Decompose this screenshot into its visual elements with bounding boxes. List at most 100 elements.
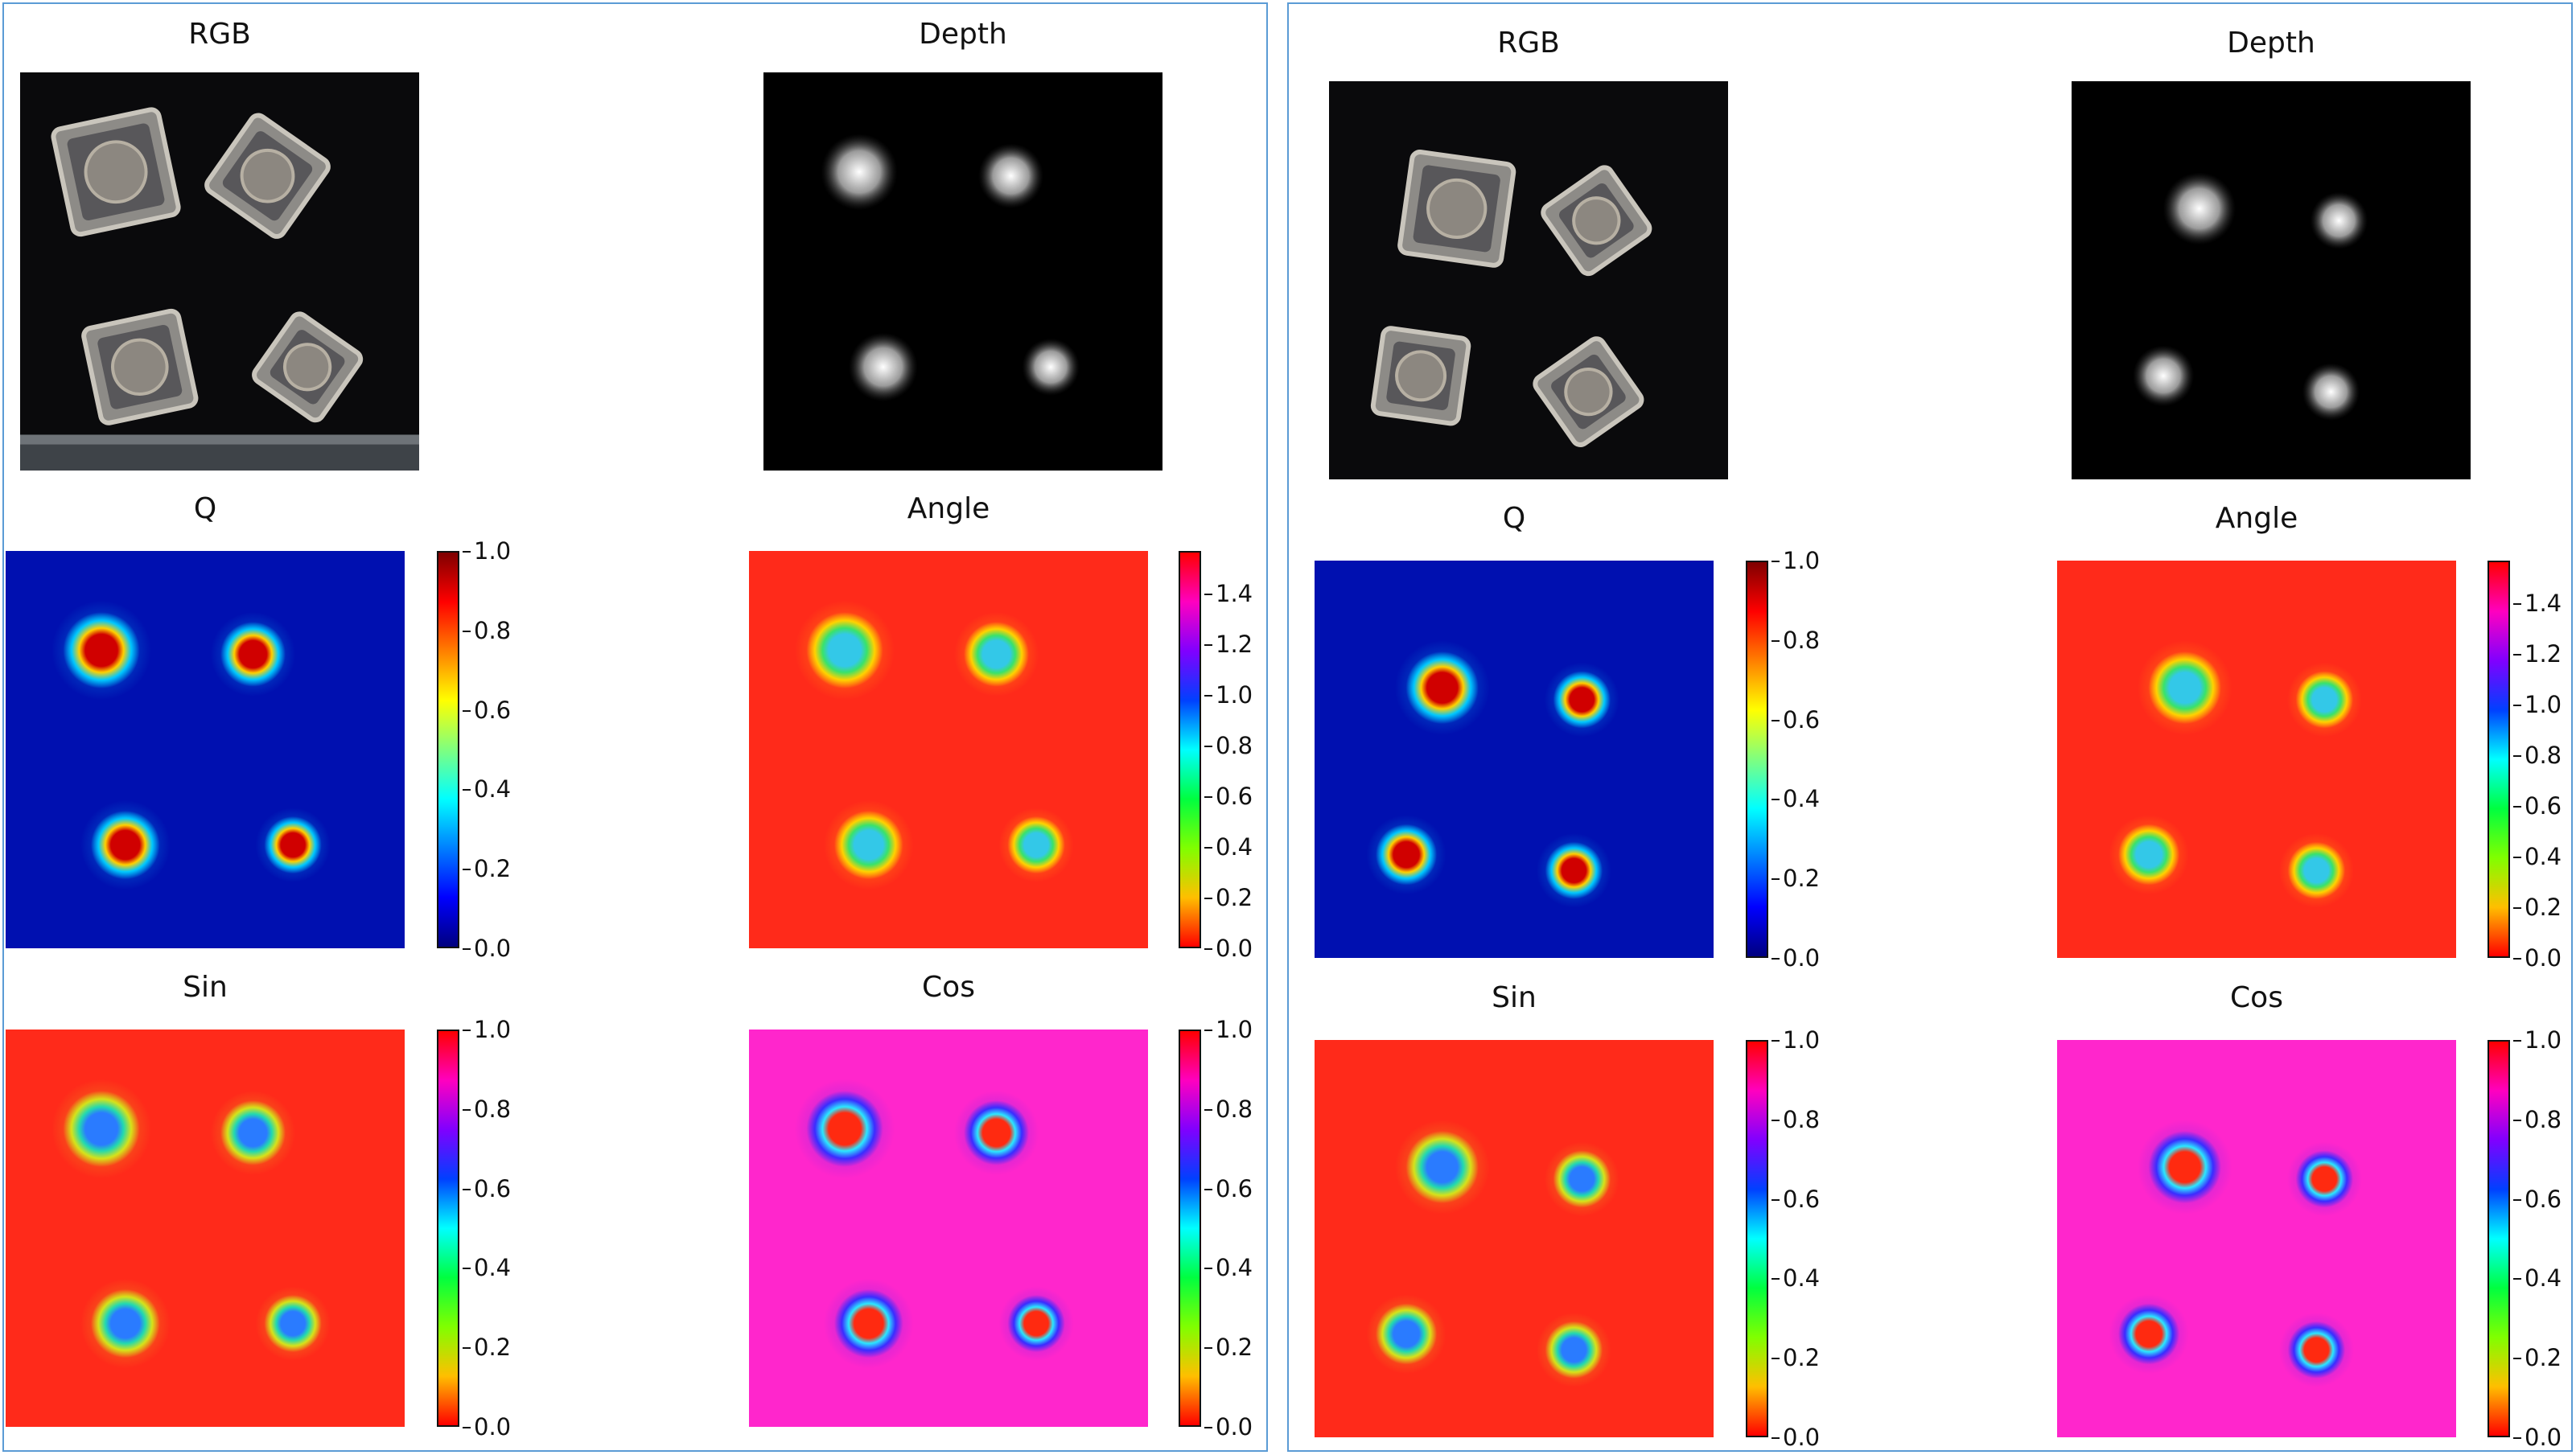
sin-colorbar-tick: 0.0 bbox=[462, 1413, 512, 1441]
sin-colorbar-tick: 0.0 bbox=[1771, 1424, 1821, 1451]
heat-blob bbox=[964, 1100, 1029, 1165]
angle-colorbar-tick: 0.0 bbox=[2512, 944, 2562, 972]
angle-colorbar-tick: 1.0 bbox=[2512, 691, 2562, 719]
depth-blob bbox=[2162, 172, 2236, 245]
sin-colorbar-tick: 1.0 bbox=[1771, 1026, 1821, 1054]
depth-blob bbox=[2302, 363, 2360, 421]
q-title: Q bbox=[193, 492, 217, 525]
tray-object bbox=[1533, 336, 1644, 447]
angle-colorbar-tick: 1.4 bbox=[1204, 580, 1253, 608]
rgb-image bbox=[1329, 81, 1728, 479]
cos-colorbar-tick: 0.0 bbox=[2512, 1424, 2562, 1451]
heat-blob bbox=[2117, 824, 2180, 886]
q-colorbar bbox=[437, 551, 459, 948]
q-colorbar-tick: 1.0 bbox=[1771, 547, 1821, 574]
heat-blob bbox=[1553, 1150, 1611, 1208]
angle-colorbar-tick: 0.8 bbox=[2512, 742, 2562, 770]
q-colorbar-tick: 0.0 bbox=[1771, 944, 1821, 972]
sin-colorbar-tick: 0.4 bbox=[1771, 1264, 1821, 1293]
heat-blob bbox=[1405, 651, 1479, 725]
heat-blob bbox=[2287, 841, 2346, 899]
angle-colorbar-tick: 0.4 bbox=[1204, 833, 1253, 861]
heat-blob bbox=[220, 1100, 286, 1165]
cos-colorbar-tick: 0.8 bbox=[1204, 1095, 1253, 1123]
q-colorbar-tick: 1.0 bbox=[462, 537, 512, 565]
cos-title: Cos bbox=[2230, 981, 2283, 1014]
heat-blob bbox=[833, 810, 903, 880]
cos-colorbar bbox=[2488, 1040, 2510, 1437]
figure-panel-right: RGB Depth Q 1.0 0.8 0.6 0.4 0.2 0.0 Angle 1.4 1.2 1.… bbox=[1287, 2, 2573, 1452]
heat-blob bbox=[806, 1091, 883, 1167]
depth-blob bbox=[1022, 338, 1080, 396]
angle-colorbar-tick: 0.2 bbox=[2512, 894, 2562, 922]
heat-blob bbox=[1375, 1303, 1438, 1365]
angle-colorbar-tick: 0.2 bbox=[1204, 884, 1253, 912]
angle-colorbar-tick: 0.8 bbox=[1204, 732, 1253, 760]
tray-object bbox=[51, 107, 181, 237]
cos-colorbar-tick: 0.2 bbox=[1204, 1334, 1253, 1362]
sin-colorbar bbox=[1746, 1040, 1768, 1437]
q-colorbar-tick: 0.4 bbox=[462, 775, 512, 804]
sin-title: Sin bbox=[183, 971, 228, 1004]
cos-image bbox=[749, 1030, 1148, 1427]
heat-blob bbox=[2117, 1303, 2180, 1365]
heat-blob bbox=[63, 1091, 140, 1167]
tray-object bbox=[1370, 326, 1471, 426]
angle-colorbar bbox=[1179, 551, 1201, 948]
q-colorbar-tick: 0.0 bbox=[462, 935, 512, 962]
q-title: Q bbox=[1502, 502, 1526, 535]
heat-blob bbox=[2295, 671, 2354, 729]
angle-colorbar-tick: 0.0 bbox=[1204, 935, 1253, 962]
heat-blob bbox=[964, 622, 1029, 687]
angle-image bbox=[2057, 561, 2456, 958]
tray-object bbox=[1397, 150, 1516, 268]
depth-blob bbox=[821, 134, 898, 211]
angle-colorbar-tick: 1.2 bbox=[1204, 631, 1253, 659]
q-image bbox=[1315, 561, 1714, 958]
cos-colorbar bbox=[1179, 1030, 1201, 1427]
heat-blob bbox=[1375, 824, 1438, 886]
cos-colorbar-tick: 0.0 bbox=[1204, 1413, 1253, 1441]
cos-colorbar-tick: 0.6 bbox=[1204, 1174, 1253, 1202]
rgb-image bbox=[20, 72, 419, 471]
cos-colorbar-tick: 0.4 bbox=[1204, 1254, 1253, 1282]
heat-blob bbox=[220, 622, 286, 687]
heat-blob bbox=[90, 810, 160, 880]
sin-colorbar-tick: 0.2 bbox=[1771, 1344, 1821, 1372]
cos-colorbar-tick: 0.6 bbox=[2512, 1185, 2562, 1213]
heat-blob bbox=[264, 816, 322, 874]
cos-colorbar-tick: 1.0 bbox=[1204, 1016, 1253, 1043]
heat-blob bbox=[1007, 816, 1065, 874]
tray-object bbox=[252, 311, 364, 423]
q-colorbar-tick: 0.4 bbox=[1771, 785, 1821, 813]
depth-blob bbox=[848, 332, 918, 402]
q-image bbox=[6, 551, 405, 948]
heat-blob bbox=[90, 1289, 160, 1358]
angle-colorbar-tick: 1.0 bbox=[1204, 681, 1253, 709]
heat-blob bbox=[833, 1289, 903, 1358]
depth-title: Depth bbox=[2227, 27, 2315, 60]
angle-colorbar bbox=[2488, 561, 2510, 958]
depth-blob bbox=[2132, 345, 2195, 407]
sin-colorbar-tick: 0.8 bbox=[1771, 1105, 1821, 1133]
depth-blob bbox=[2310, 191, 2368, 249]
q-colorbar-tick: 0.6 bbox=[1771, 705, 1821, 734]
depth-blob bbox=[978, 143, 1043, 209]
heat-blob bbox=[1553, 671, 1611, 729]
q-colorbar-tick: 0.8 bbox=[462, 616, 512, 644]
depth-image bbox=[2072, 81, 2471, 479]
sin-colorbar-tick: 0.2 bbox=[462, 1334, 512, 1362]
q-colorbar-tick: 0.6 bbox=[462, 696, 512, 724]
q-colorbar bbox=[1746, 561, 1768, 958]
depth-title: Depth bbox=[919, 18, 1007, 51]
cos-title: Cos bbox=[922, 971, 975, 1004]
q-colorbar-tick: 0.2 bbox=[462, 855, 512, 883]
q-colorbar-tick: 0.8 bbox=[1771, 626, 1821, 654]
heat-blob bbox=[1405, 1131, 1479, 1204]
tray-object bbox=[81, 308, 199, 425]
sin-colorbar-tick: 0.6 bbox=[1771, 1185, 1821, 1213]
tray-object bbox=[1541, 165, 1652, 277]
sin-title: Sin bbox=[1492, 981, 1537, 1014]
angle-colorbar-tick: 0.4 bbox=[2512, 843, 2562, 871]
heat-blob bbox=[63, 612, 140, 688]
